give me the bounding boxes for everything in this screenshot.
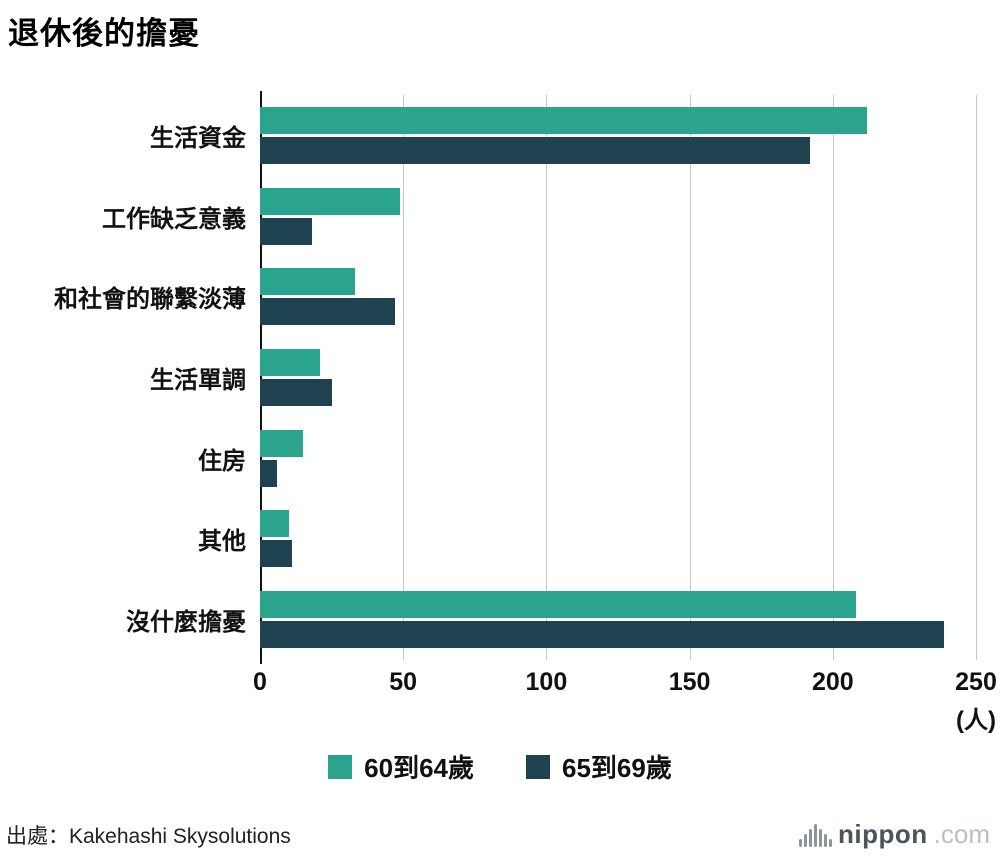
legend: 60到64歲 65到69歲 bbox=[0, 748, 1000, 785]
x-tick-label: 100 bbox=[525, 668, 568, 696]
bar-chart: 生活資金工作缺乏意義和社會的聯繫淡薄生活單調住房其他沒什麼擔憂 bbox=[0, 91, 1000, 664]
bar bbox=[260, 591, 856, 619]
nippon-logo: nippon .com bbox=[799, 819, 990, 850]
category-label: 和社會的聯繫淡薄 bbox=[54, 286, 246, 314]
category-label: 生活資金 bbox=[150, 124, 246, 152]
bar bbox=[260, 349, 321, 377]
legend-swatch bbox=[526, 754, 550, 779]
x-axis: (人) 0 50 100 150 200 250 bbox=[253, 668, 997, 738]
soundbars-icon bbox=[799, 823, 833, 847]
gridline bbox=[546, 95, 548, 660]
logo-name: nippon bbox=[838, 819, 928, 849]
category-label: 住房 bbox=[198, 447, 246, 475]
category-labels: 生活資金工作缺乏意義和社會的聯繫淡薄生活單調住房其他沒什麼擔憂 bbox=[0, 95, 260, 660]
bar-group bbox=[260, 499, 976, 580]
bar bbox=[260, 429, 303, 457]
y-axis-line bbox=[260, 91, 262, 664]
legend-item: 60到64歲 bbox=[328, 748, 474, 785]
gridline bbox=[403, 95, 405, 660]
bar bbox=[260, 621, 945, 649]
bar-group bbox=[260, 95, 976, 176]
bar-group bbox=[260, 337, 976, 418]
legend-swatch bbox=[328, 754, 353, 779]
bar bbox=[260, 136, 810, 164]
plot-area bbox=[260, 91, 977, 664]
gridlines bbox=[260, 91, 977, 664]
legend-label: 60到64歲 bbox=[364, 753, 474, 783]
logo-suffix: .com bbox=[933, 819, 990, 849]
bar bbox=[260, 268, 355, 296]
gridline bbox=[832, 95, 834, 660]
x-tick-label: 250 bbox=[955, 668, 997, 696]
x-tick-label: 50 bbox=[389, 668, 418, 696]
source-text: 出處：Kakehashi Skysolutions bbox=[6, 824, 291, 848]
bar bbox=[260, 217, 312, 245]
bars bbox=[260, 95, 976, 660]
x-axis-unit: (人) bbox=[956, 707, 996, 734]
bar bbox=[260, 540, 292, 568]
x-tick-label: 200 bbox=[811, 668, 854, 696]
bar bbox=[260, 106, 868, 134]
x-tick-label: 150 bbox=[668, 668, 711, 696]
category-label: 生活單調 bbox=[150, 367, 246, 395]
category-label: 其他 bbox=[198, 528, 246, 556]
bar-group bbox=[260, 418, 976, 499]
category-label: 沒什麼擔憂 bbox=[126, 609, 246, 637]
bar bbox=[260, 187, 401, 215]
x-tick-label: 0 bbox=[253, 668, 267, 696]
bar-group bbox=[260, 579, 976, 660]
legend-label: 65到69歲 bbox=[562, 753, 672, 783]
gridline bbox=[689, 95, 691, 660]
bar bbox=[260, 379, 332, 407]
bar bbox=[260, 459, 278, 487]
gridline bbox=[976, 95, 977, 660]
legend-item: 65到69歲 bbox=[526, 748, 672, 785]
bar-group bbox=[260, 176, 976, 257]
page-title: 退休後的擔憂 bbox=[8, 16, 200, 51]
bar-group bbox=[260, 256, 976, 337]
footer: 出處：Kakehashi Skysolutions nippon .com bbox=[0, 819, 1000, 850]
bar bbox=[260, 510, 289, 538]
category-label: 工作缺乏意義 bbox=[102, 205, 246, 233]
bar bbox=[260, 298, 395, 326]
